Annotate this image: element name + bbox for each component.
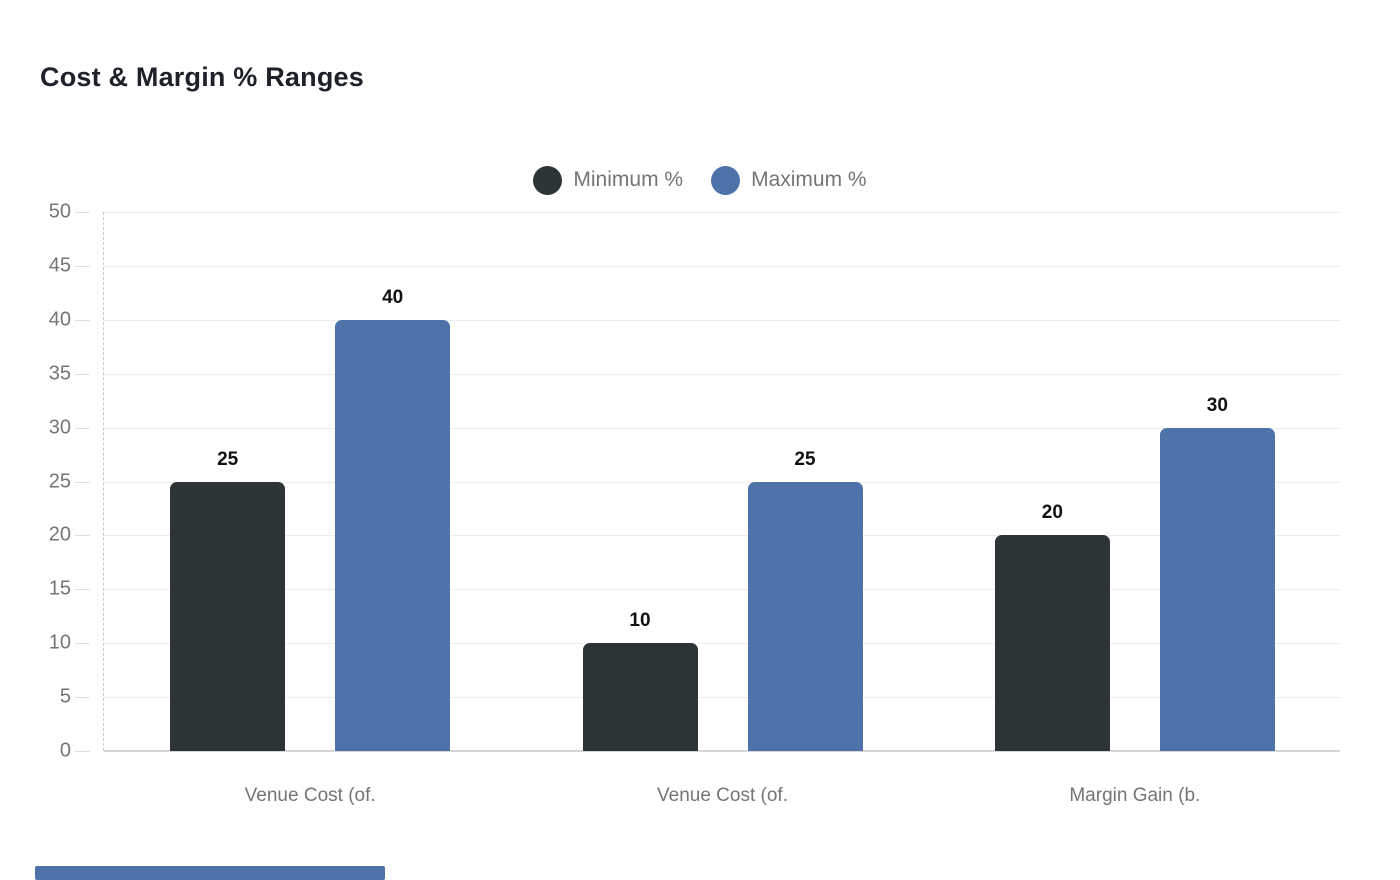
legend-label-minimum: Minimum % [573, 168, 684, 191]
y-axis-tick-label: 50 [48, 200, 71, 223]
y-axis-tick [75, 589, 90, 591]
bar-value-label: 20 [1041, 502, 1063, 524]
gridline [104, 319, 1340, 321]
gridline [104, 750, 1340, 752]
horizontal-scrollbar-thumb[interactable] [35, 866, 385, 880]
gridline [104, 373, 1340, 375]
y-axis-tick [75, 481, 90, 483]
x-axis-category-label: Venue Cost (of. [244, 785, 376, 806]
bar-minimum[interactable] [582, 643, 698, 751]
bar-maximum[interactable] [1159, 427, 1275, 751]
bar-minimum[interactable] [170, 481, 286, 751]
x-axis-category-label: Venue Cost (of. [657, 785, 788, 806]
gridline [104, 697, 1340, 699]
y-axis-tick-label: 15 [48, 577, 71, 600]
legend-label-maximum: Maximum % [751, 168, 867, 191]
chart-title: Cost & Margin % Ranges [40, 62, 364, 92]
y-axis-tick-label: 45 [48, 254, 71, 277]
y-axis-tick [75, 212, 90, 213]
legend-swatch-maximum-icon [711, 165, 741, 195]
bar-value-label: 25 [794, 448, 816, 470]
legend-item-minimum[interactable]: Minimum % [533, 165, 684, 195]
y-axis-tick [75, 643, 90, 645]
gridline [104, 427, 1340, 429]
y-axis-tick-label: 20 [48, 523, 71, 546]
y-axis-tick [75, 535, 90, 537]
y-axis-tick-label: 0 [59, 739, 71, 762]
y-axis-tick [75, 697, 90, 699]
y-axis-tick [75, 373, 90, 375]
y-axis-tick [75, 319, 90, 321]
y-axis-tick [75, 265, 90, 267]
bar-value-label: 40 [382, 286, 404, 308]
y-axis-tick-label: 25 [48, 470, 71, 492]
bar-minimum[interactable] [994, 535, 1110, 751]
gridline [104, 212, 1340, 213]
x-axis-category-label: Margin Gain (b. [1069, 785, 1201, 806]
y-axis-tick [75, 427, 90, 429]
gridline [104, 535, 1340, 537]
legend: Minimum % Maximum % [0, 165, 1400, 195]
legend-swatch-minimum-icon [533, 165, 563, 195]
bar-maximum[interactable] [747, 481, 863, 751]
bar-value-label: 30 [1206, 394, 1228, 416]
gridline [104, 265, 1340, 267]
y-axis-tick-label: 10 [48, 631, 71, 654]
y-axis-tick-label: 40 [48, 308, 71, 331]
gridline [104, 643, 1340, 645]
gridline [104, 589, 1340, 591]
plot-area: 50 45 40 35 30 25 20 15 10 5 0 25 40 Venue Cost (of. 1… [49, 201, 1340, 806]
bar-value-label: 10 [629, 610, 651, 632]
y-axis-tick [75, 751, 90, 752]
y-axis-tick-label: 30 [48, 416, 71, 439]
bar-value-label: 25 [217, 448, 239, 470]
y-axis-tick-label: 5 [59, 685, 71, 708]
y-axis-tick-label: 35 [48, 362, 71, 385]
bar-maximum[interactable] [335, 319, 451, 751]
legend-item-maximum[interactable]: Maximum % [711, 165, 867, 195]
gridline [104, 481, 1340, 483]
